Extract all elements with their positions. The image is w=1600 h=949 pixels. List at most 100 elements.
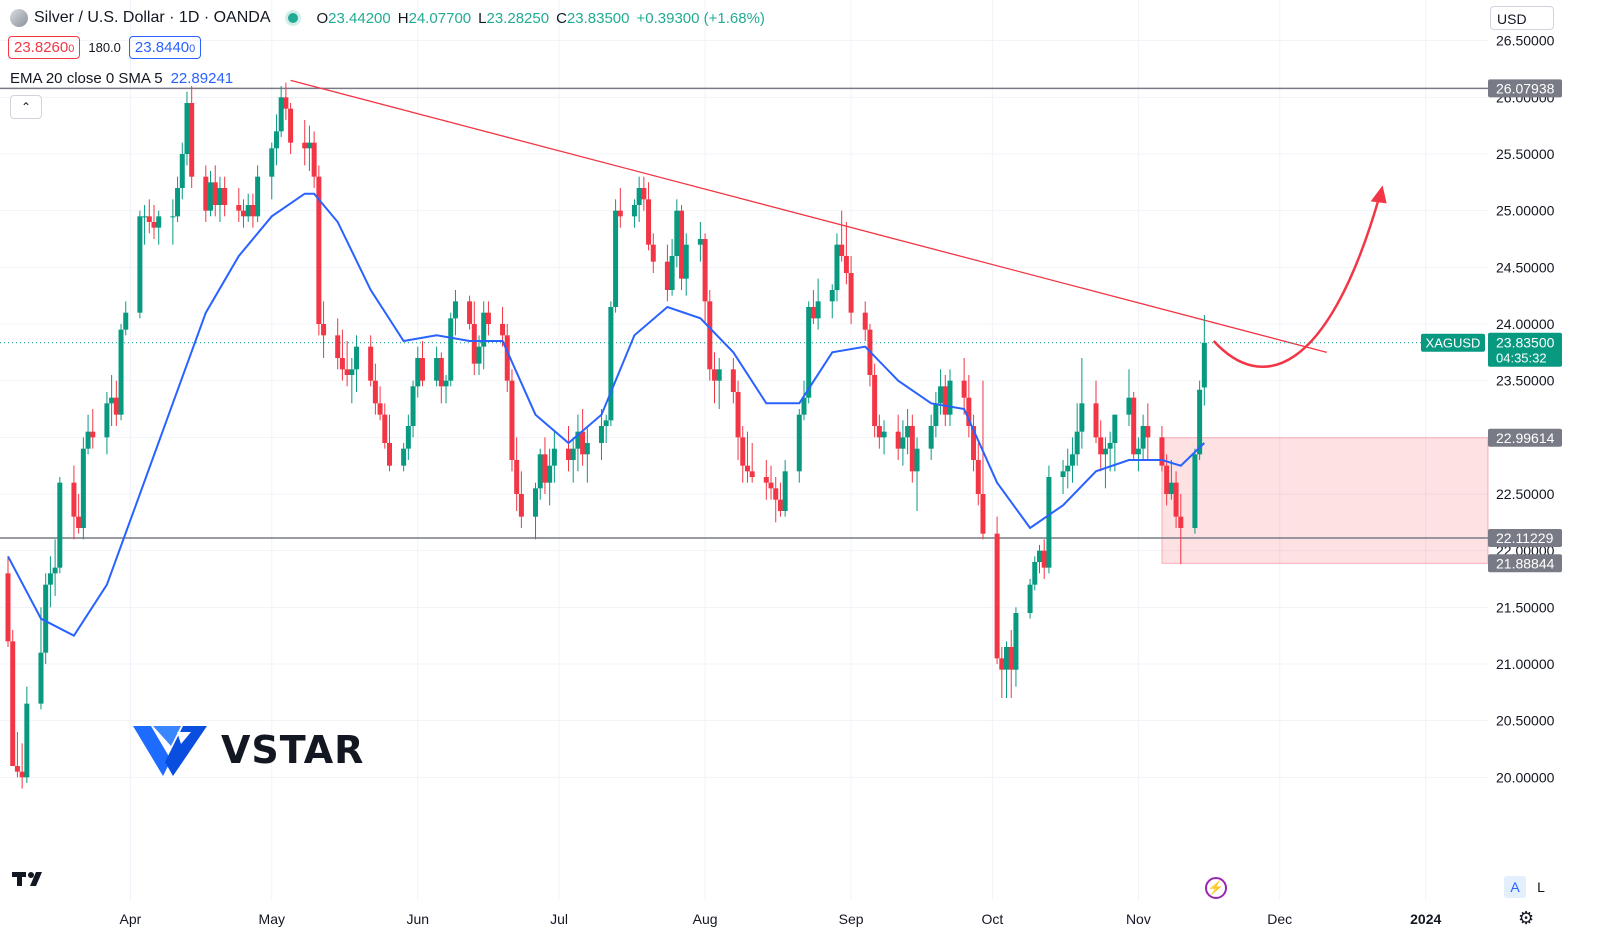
candle-body — [189, 103, 195, 177]
candle-body — [339, 358, 345, 370]
candle-body — [806, 307, 812, 398]
candle-body — [636, 188, 642, 205]
symbol-tag-bg — [1421, 333, 1485, 352]
current-price-label: 23.83500 — [1496, 335, 1555, 351]
candle-body — [1098, 437, 1104, 455]
candle-body — [1065, 465, 1071, 472]
axis-price-labels: 26.07938 22.99614 22.11229 21.88844 23.83500… — [1421, 79, 1562, 573]
candle-body — [24, 703, 30, 778]
candle-body — [773, 488, 779, 500]
candle-body — [500, 324, 506, 336]
time-tick-label: Nov — [1126, 911, 1151, 927]
candle-body — [1192, 454, 1198, 528]
indicator-value: 22.89241 — [170, 70, 234, 87]
buy-price-button[interactable]: 23.84400 — [128, 36, 202, 59]
indicator-legend[interactable]: EMA 20 close 0 SMA 5 22.89241 — [10, 70, 233, 87]
buy-price-pip: 0 — [189, 43, 196, 55]
candle-body — [405, 426, 411, 449]
time-tick-label: Dec — [1267, 911, 1292, 927]
support-price-label-bg — [1488, 528, 1562, 547]
candle-body — [641, 188, 647, 200]
candle-body — [335, 335, 341, 358]
time-tick-label: Aug — [693, 911, 718, 927]
candle-body — [763, 477, 769, 483]
sell-price-button[interactable]: 23.82600 — [8, 36, 81, 59]
candle-body — [942, 386, 948, 415]
candle-body — [1013, 613, 1019, 670]
vstar-logo-text: VSTAR — [221, 728, 365, 772]
candle-body — [1126, 397, 1132, 415]
candle-body — [485, 312, 491, 324]
time-axis[interactable]: Apr May Jun Jul Aug Sep Oct Nov Dec 2024 — [120, 911, 1442, 927]
vstar-logo-icon — [133, 726, 207, 776]
candle-body — [1032, 562, 1038, 585]
symbol-title[interactable]: Silver / U.S. Dollar · 1D · OANDA — [34, 9, 271, 26]
lightning-icon[interactable]: ⚡ — [1205, 877, 1227, 899]
candle-body — [344, 369, 350, 375]
candle-body — [617, 210, 623, 217]
auto-scale-button[interactable]: A — [1504, 876, 1526, 898]
projection-arrow-head — [1370, 185, 1387, 204]
candle-body — [151, 222, 157, 228]
candle-body — [1112, 414, 1118, 443]
bar-countdown-label: 04:35:32 — [1496, 351, 1547, 366]
candle-body — [118, 329, 124, 415]
candle-body — [109, 397, 115, 404]
candle-body — [434, 358, 440, 381]
candle-body — [575, 431, 581, 449]
time-tick-label: May — [259, 911, 285, 927]
candle-body — [19, 771, 25, 778]
candle-body — [146, 216, 152, 222]
log-scale-button[interactable]: L — [1537, 879, 1545, 895]
collapse-legend-button[interactable]: ⌃ — [10, 95, 42, 119]
candle-body — [1107, 443, 1113, 449]
candle-body — [613, 210, 619, 307]
candle-body — [175, 188, 181, 217]
price-tick-label: 24.00000 — [1496, 316, 1555, 332]
candle-body — [217, 188, 223, 205]
trade-panel: 23.82600 180.0 23.84400 — [8, 36, 202, 59]
price-tick-label: 24.50000 — [1496, 259, 1555, 275]
candle-body — [537, 454, 543, 489]
candle-body — [311, 142, 317, 177]
candle-body — [999, 658, 1005, 670]
close-value: 23.83500 — [566, 9, 630, 27]
candle-body — [156, 216, 162, 228]
gear-icon[interactable]: ⚙ — [1518, 908, 1535, 928]
close-label: C — [556, 9, 567, 27]
candle-body — [1135, 448, 1141, 455]
tradingview-logo-icon[interactable] — [12, 870, 46, 888]
candle-body — [316, 176, 322, 324]
time-tick-label: Sep — [839, 911, 864, 927]
candle-body — [876, 426, 882, 438]
resistance-price-label-bg — [1488, 79, 1562, 98]
candle-body — [580, 431, 586, 455]
candle-body — [387, 443, 393, 466]
candle-body — [382, 414, 388, 443]
time-tick-label: Oct — [981, 911, 1003, 927]
candle-body — [471, 324, 477, 364]
candle-body — [241, 210, 246, 217]
candle-body — [980, 494, 986, 534]
candle-body — [533, 488, 539, 517]
zone-bottom-price-label-bg — [1488, 554, 1562, 573]
candle-body — [212, 182, 218, 205]
candle-body — [1079, 403, 1085, 432]
candle-body — [1173, 482, 1179, 517]
candle-body — [1008, 647, 1014, 670]
candle-body — [646, 199, 652, 245]
candle-body — [368, 346, 374, 381]
candle-body — [848, 273, 854, 313]
candle-body — [415, 358, 421, 387]
zone-top-price-label-bg — [1488, 428, 1562, 447]
candle-body — [716, 369, 722, 381]
candle-body — [509, 380, 515, 460]
currency-selector[interactable]: USD — [1490, 6, 1554, 30]
candle-body — [476, 346, 482, 364]
price-tick-label: 20.00000 — [1496, 769, 1555, 785]
candle-body — [43, 584, 49, 653]
sell-price-pip: 0 — [68, 43, 75, 55]
candle-body — [104, 403, 110, 438]
open-value: 23.44200 — [328, 9, 391, 27]
